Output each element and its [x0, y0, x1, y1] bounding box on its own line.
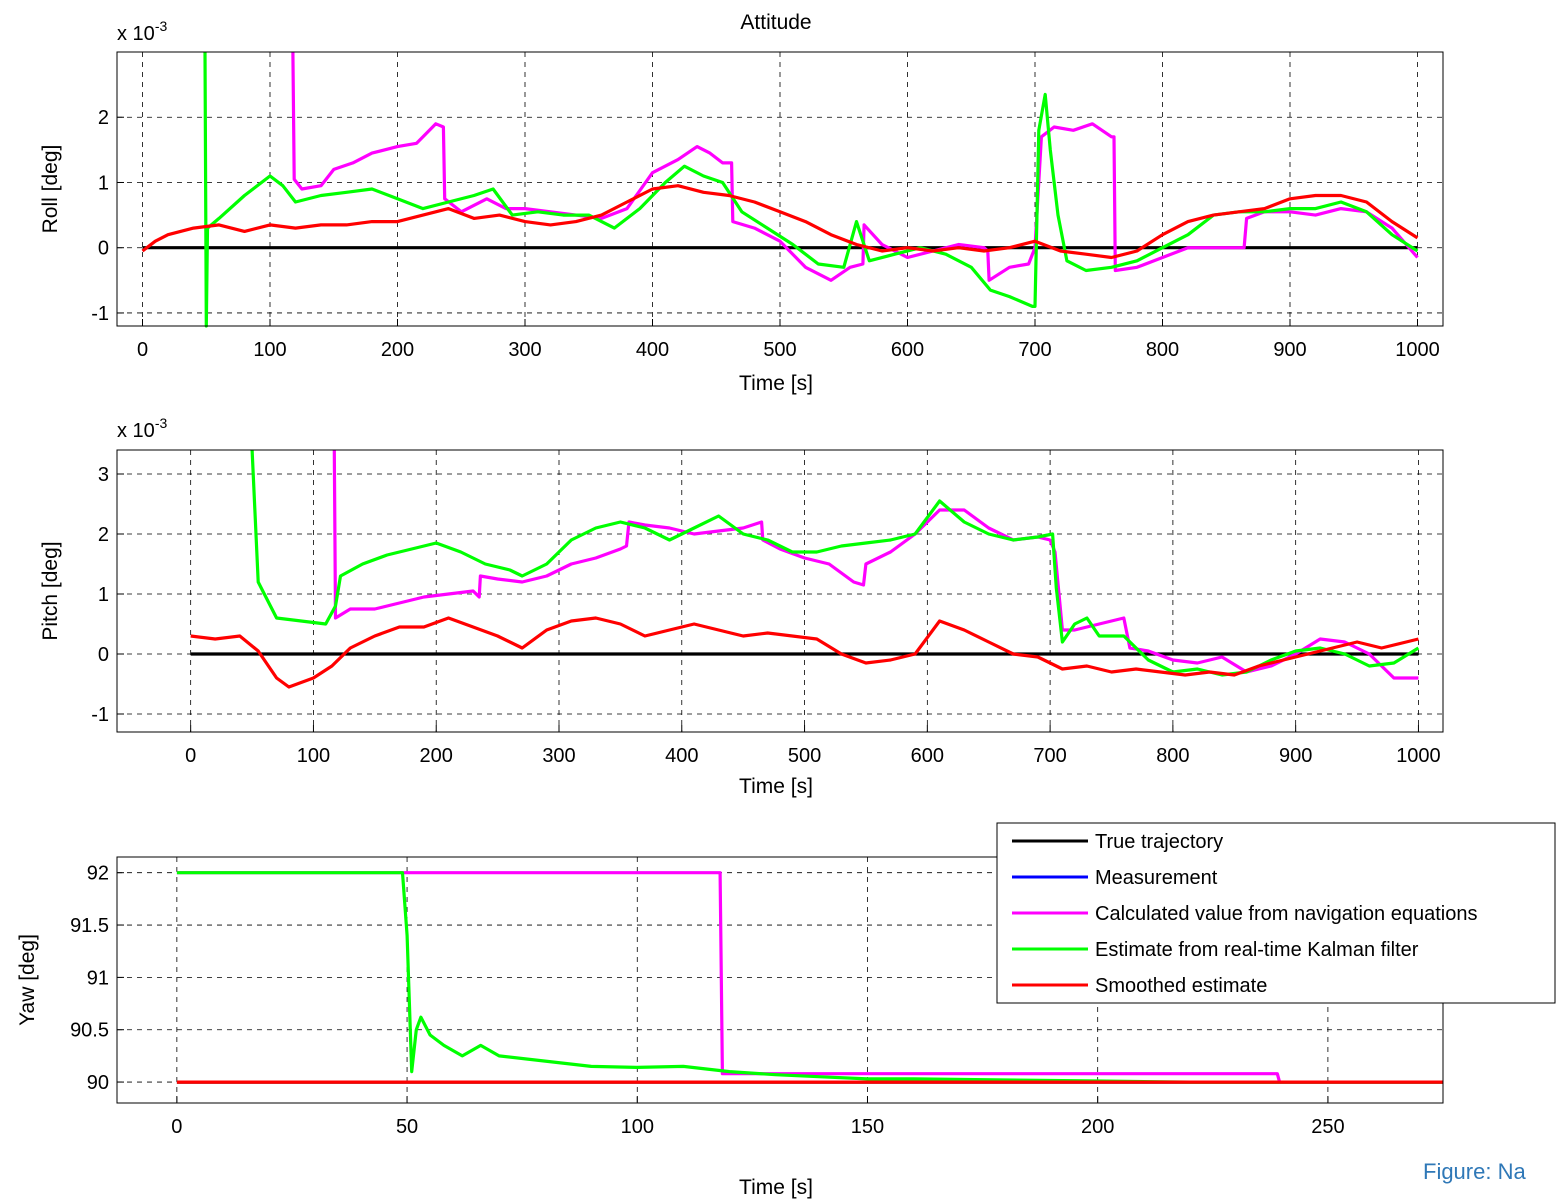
roll-grid [117, 52, 1443, 326]
pitch-ylabel: Pitch [deg] [39, 541, 62, 640]
pitch-xtick-label: 0 [185, 745, 196, 767]
pitch-xtick-label: 900 [1279, 745, 1312, 767]
pitch-series-calculated [332, 449, 1419, 680]
legend-label-true: True trajectory [1095, 831, 1223, 853]
roll-xtick-label: 200 [381, 339, 414, 361]
yaw-xtick-label: 150 [851, 1116, 884, 1138]
legend: True trajectory Measurement Calculated val… [996, 822, 1556, 1004]
roll-ytick-label: -1 [91, 303, 109, 325]
roll-ylabel: Roll [deg] [39, 145, 62, 234]
roll-series-kalman [203, 51, 1419, 328]
roll-xtick-label: 500 [763, 339, 796, 361]
roll-ytick-label: 2 [98, 107, 109, 129]
yaw-tick-labels: 0 50 100 150 200 250 90 90.5 91 91.5 92 [70, 863, 1345, 1138]
roll-xtick-label: 0 [137, 339, 148, 361]
yaw-xtick-label: 200 [1081, 1116, 1114, 1138]
roll-series-smoothed [141, 184, 1419, 260]
pitch-series-smoothed [190, 616, 1419, 689]
roll-xtick-label: 800 [1146, 339, 1179, 361]
pitch-series-kalman [250, 449, 1420, 677]
pitch-xtick-label: 500 [788, 745, 821, 767]
pitch-tick-labels: 0 100 200 300 400 500 600 700 800 900 1000 -1 0 1 2 3 [91, 464, 1440, 767]
yaw-ytick-label: 91 [87, 967, 109, 989]
yaw-subplot: 0 50 100 150 200 250 90 90.5 91 91.5 92 Time [s] Y… [16, 856, 1444, 1199]
roll-xtick-label: 900 [1273, 339, 1306, 361]
roll-xtick-label: 600 [891, 339, 924, 361]
yaw-ylabel: Yaw [deg] [16, 934, 39, 1026]
legend-label-calculated: Calculated value from navigation equatio… [1095, 903, 1477, 925]
pitch-xtick-label: 700 [1033, 745, 1066, 767]
pitch-ytick-label: 2 [98, 524, 109, 546]
pitch-xtick-label: 600 [911, 745, 944, 767]
pitch-ytick-label: 0 [98, 644, 109, 666]
yaw-ytick-label: 92 [87, 863, 109, 885]
pitch-exponent-label: x 10-3 [117, 415, 167, 442]
roll-xtick-label: 1000 [1395, 339, 1440, 361]
pitch-subplot: 0 100 200 300 400 500 600 700 800 900 1000 -1 0 1 2 3 T… [39, 415, 1444, 798]
pitch-ytick-label: 3 [98, 464, 109, 486]
yaw-series-kalman [176, 871, 1443, 1084]
yaw-xlabel: Time [s] [739, 1176, 813, 1199]
pitch-xtick-label: 300 [542, 745, 575, 767]
yaw-xtick-label: 0 [171, 1116, 182, 1138]
pitch-exponent-power: -3 [155, 415, 168, 431]
yaw-xtick-label: 50 [396, 1116, 418, 1138]
pitch-ytick-label: -1 [91, 704, 109, 726]
pitch-xtick-label: 100 [297, 745, 330, 767]
yaw-ytick-label: 91.5 [70, 915, 109, 937]
roll-series-calculated [291, 51, 1419, 282]
roll-xtick-label: 700 [1018, 339, 1051, 361]
yaw-series-lines [176, 871, 1443, 1084]
roll-subplot: 0 100 200 300 400 500 600 700 800 900 1000 -1 0 1 2 Ti… [39, 18, 1444, 395]
figure-caption: Figure: Na [1423, 1159, 1526, 1184]
pitch-xlabel: Time [s] [739, 775, 813, 798]
yaw-ytick-label: 90 [87, 1072, 109, 1094]
roll-xtick-label: 300 [508, 339, 541, 361]
roll-xtick-label: 100 [253, 339, 286, 361]
legend-label-kalman: Estimate from real-time Kalman filter [1095, 939, 1419, 961]
roll-xtick-label: 400 [636, 339, 669, 361]
yaw-xtick-label: 250 [1311, 1116, 1344, 1138]
roll-exponent-base: x 10 [117, 23, 155, 45]
yaw-xtick-label: 100 [621, 1116, 654, 1138]
roll-ytick-label: 0 [98, 238, 109, 260]
pitch-grid [117, 450, 1443, 732]
legend-box [996, 822, 1556, 1004]
pitch-xtick-label: 400 [665, 745, 698, 767]
pitch-series-lines [190, 449, 1420, 689]
roll-tick-labels: 0 100 200 300 400 500 600 700 800 900 1000 -1 0 1 2 [91, 107, 1440, 361]
pitch-axes-frame [116, 449, 1444, 733]
pitch-exponent-base: x 10 [117, 420, 155, 442]
roll-ytick-label: 1 [98, 172, 109, 194]
roll-series-lines [141, 51, 1419, 328]
legend-label-smoothed: Smoothed estimate [1095, 975, 1267, 997]
roll-exponent-label: x 10-3 [117, 18, 167, 45]
legend-entries: True trajectory Measurement Calculated val… [1012, 831, 1477, 997]
pitch-xtick-label: 1000 [1396, 745, 1441, 767]
roll-xlabel: Time [s] [739, 372, 813, 395]
figure-title: Attitude [740, 11, 811, 34]
roll-exponent-power: -3 [155, 18, 168, 34]
pitch-ytick-label: 1 [98, 584, 109, 606]
yaw-ytick-label: 90.5 [70, 1020, 109, 1042]
pitch-xtick-label: 200 [420, 745, 453, 767]
pitch-xtick-label: 800 [1156, 745, 1189, 767]
legend-label-measurement: Measurement [1095, 867, 1218, 889]
